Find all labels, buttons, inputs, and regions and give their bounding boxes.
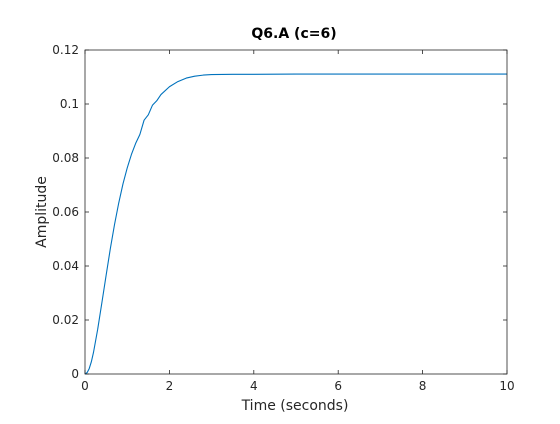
y-tick-label: 0.08 xyxy=(52,151,79,165)
axes-background xyxy=(85,50,507,374)
x-axis-label: Time (seconds) xyxy=(241,398,349,414)
y-axis-label: Amplitude xyxy=(34,176,50,248)
x-tick-label: 10 xyxy=(499,379,514,393)
chart-title: Q6.A (c=6) xyxy=(251,26,336,42)
x-tick-label: 8 xyxy=(419,379,427,393)
y-tick-label: 0.12 xyxy=(52,43,79,57)
y-ticks: 0 0.02 0.04 0.06 0.08 0.1 0.12 xyxy=(52,43,507,381)
y-tick-label: 0.06 xyxy=(52,205,79,219)
x-tick-label: 2 xyxy=(166,379,174,393)
x-tick-label: 6 xyxy=(334,379,342,393)
axes-box xyxy=(84,49,508,375)
x-tick-label: 0 xyxy=(81,379,89,393)
step-response-line xyxy=(84,73,507,375)
y-tick-label: 0.02 xyxy=(52,313,79,327)
x-tick-label: 4 xyxy=(250,379,258,393)
y-tick-label: 0.1 xyxy=(60,97,79,111)
series-layer xyxy=(84,73,507,375)
y-tick-label: 0 xyxy=(71,367,79,381)
y-tick-label: 0.04 xyxy=(52,259,79,273)
